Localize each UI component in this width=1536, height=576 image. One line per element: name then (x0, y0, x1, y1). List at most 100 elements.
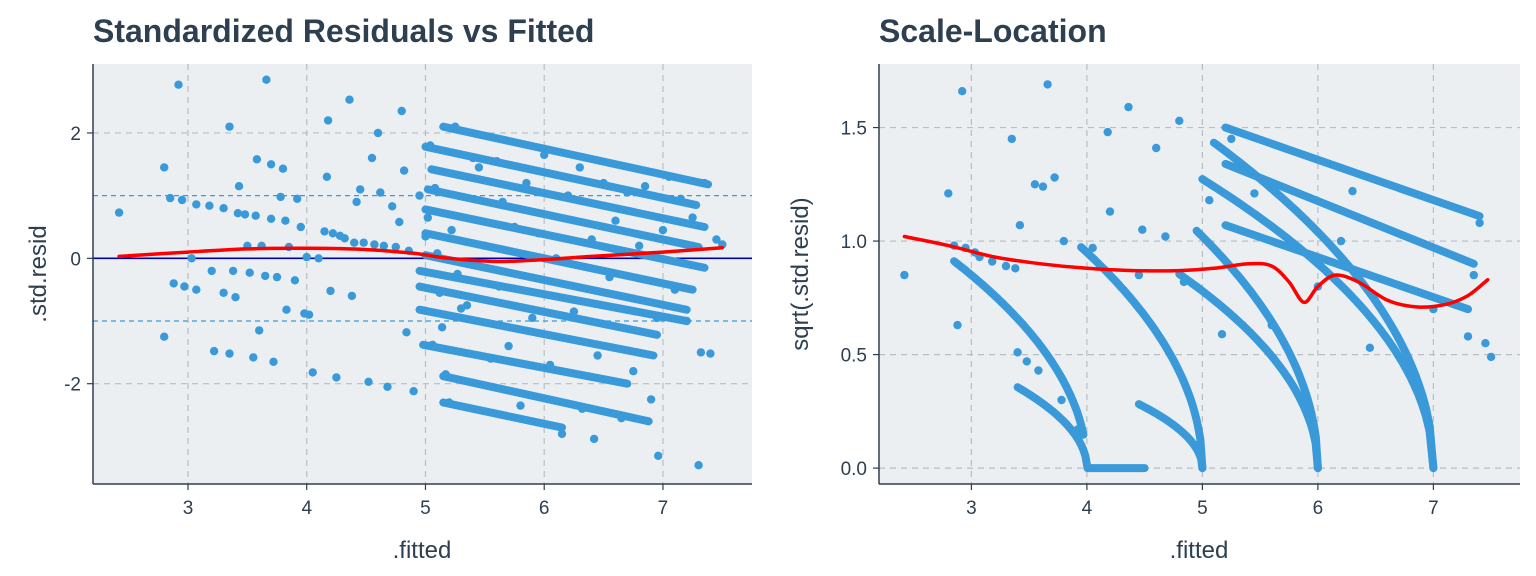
residuals-data-point (332, 373, 341, 382)
residuals-data-point (516, 401, 525, 410)
residuals-y-tick-label: -2 (64, 375, 81, 396)
residuals-data-point (388, 202, 397, 211)
residuals-data-point (160, 163, 169, 172)
residuals-data-point (282, 305, 291, 314)
residuals-data-point (261, 271, 270, 281)
residuals-data-point (399, 166, 409, 175)
residuals-point-band (421, 205, 709, 272)
residuals-data-point (345, 95, 354, 104)
residuals-data-point (233, 209, 243, 218)
residuals-data-point (587, 235, 596, 244)
residuals-data-point (187, 254, 196, 263)
residuals-point-band (419, 340, 632, 388)
scale-location-data-point (1217, 330, 1227, 339)
scale-location-data-point (1179, 277, 1189, 287)
scale-location-smooth-line (902, 234, 1490, 309)
residuals-data-point (234, 182, 244, 191)
residuals-data-point (654, 451, 663, 460)
residuals-data-point (462, 301, 472, 310)
residuals-data-point (240, 210, 250, 219)
residuals-data-point (629, 367, 638, 376)
residuals-data-point (205, 201, 214, 210)
scale-location-data-point (1105, 207, 1115, 216)
residuals-data-point (290, 276, 300, 285)
residuals-data-point (468, 153, 478, 163)
scale-location-x-ticks: 3 4 5 6 7 (966, 484, 1439, 519)
residuals-data-point (391, 242, 400, 252)
residuals-data-point (340, 234, 349, 243)
residuals-data-point (486, 354, 495, 363)
scale-location-gridlines (879, 64, 1520, 484)
residuals-data-point (209, 346, 219, 356)
residuals-data-point (272, 272, 282, 282)
residuals-data-point (169, 279, 178, 288)
residuals-data-point (712, 235, 721, 244)
residuals-data-point (114, 208, 124, 217)
scale-location-data-point (1043, 80, 1052, 89)
scale-location-data-point (1011, 264, 1020, 273)
scale-location-point-curve (1198, 175, 1438, 473)
residuals-data-point (605, 272, 614, 282)
residuals-data-point (451, 122, 460, 131)
residuals-data-point (534, 229, 543, 238)
residuals-data-point (166, 193, 175, 203)
scale-location-data-point (1124, 102, 1133, 112)
residuals-data-point (296, 222, 305, 232)
residuals-data-point (453, 269, 462, 279)
residuals-data-point (423, 213, 432, 222)
residuals-data-point (498, 197, 507, 207)
residuals-data-point (276, 192, 285, 202)
residuals-data-point (359, 238, 368, 247)
residuals-data-point (174, 80, 183, 89)
residuals-data-point (219, 204, 228, 213)
scale-location-data-point (1088, 243, 1097, 253)
residuals-x-tick-label: 4 (301, 498, 312, 519)
residuals-data-point (700, 178, 709, 188)
scale-location-data-point (1336, 236, 1346, 246)
residuals-gridlines (93, 64, 752, 484)
scale-location-x-axis-label: .fitted (1170, 537, 1229, 564)
scale-location-data-point (1365, 343, 1375, 352)
scale-location-data-point (1007, 134, 1016, 144)
scale-location-data-point (1161, 232, 1170, 241)
residuals-data-point (682, 316, 691, 326)
scale-location-data-point (1022, 357, 1031, 366)
scale-location-data-point (900, 270, 909, 280)
residuals-data-point (323, 116, 333, 125)
residuals-data-point (510, 222, 519, 232)
scale-location-point-curve (1013, 383, 1149, 473)
scale-location-data-point (1205, 196, 1214, 205)
residuals-data-point (347, 291, 357, 301)
scale-location-data-point (953, 320, 962, 330)
scale-location-point-curve (1077, 243, 1207, 473)
scale-location-panel: Scale-Location 3 4 5 6 7 0.0 0.5 1.0 1.5 .fitte… (787, 13, 1520, 564)
residuals-data-point (670, 285, 679, 294)
residuals-data-point (192, 285, 201, 294)
residuals-data-point (192, 200, 201, 209)
scale-location-x-tick-label: 7 (1428, 498, 1439, 519)
scale-location-data-point (1475, 218, 1484, 228)
residuals-point-band (439, 398, 567, 432)
scale-location-y-ticks: 0.0 0.5 1.0 1.5 (841, 119, 879, 480)
residuals-data-point (350, 238, 359, 247)
residuals-y-ticks: -2 0 2 (64, 124, 93, 396)
residuals-data-point (646, 395, 656, 404)
residuals-data-point (402, 328, 411, 337)
scale-location-data-point (1486, 352, 1496, 362)
residuals-data-point (207, 266, 216, 276)
residuals-data-point (266, 160, 276, 169)
residuals-data-point (308, 368, 317, 377)
residuals-data-point (370, 240, 379, 249)
scale-location-data-point (944, 189, 953, 198)
scale-location-x-tick-label: 3 (966, 498, 977, 519)
residuals-data-point (180, 282, 189, 291)
residuals-data-point (364, 377, 373, 386)
scale-location-data-point (1250, 189, 1259, 198)
residuals-data-point (430, 183, 440, 193)
residuals-x-tick-label: 5 (420, 498, 431, 519)
scale-location-data-point (1481, 339, 1490, 348)
residuals-data-point (304, 310, 314, 319)
residuals-data-point (694, 461, 703, 470)
residuals-data-point (376, 188, 385, 197)
